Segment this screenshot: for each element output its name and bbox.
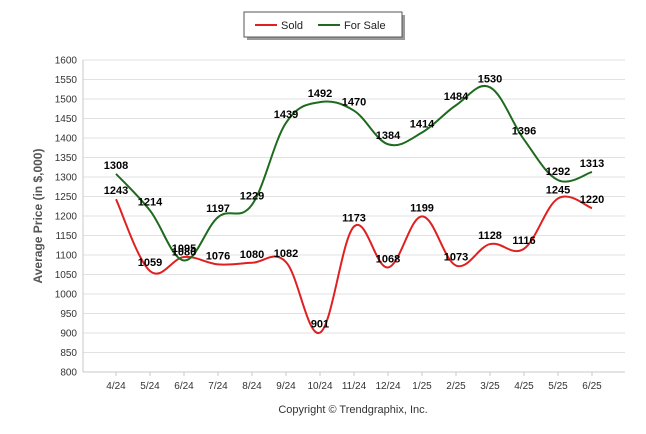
legend-sold-label: Sold [281,20,303,32]
x-tick-label: 4/25 [514,381,534,392]
x-tick-label: 3/25 [480,381,500,392]
y-tick-label: 1350 [55,153,78,164]
y-tick-label: 1550 [55,75,78,86]
data-label-sold: 1080 [240,249,264,261]
x-tick-label: 6/24 [174,381,194,392]
x-tick-label: 5/25 [548,381,568,392]
y-axis-label: Average Price (in $,000) [31,149,45,284]
x-tick-label: 9/24 [276,381,296,392]
data-label-for-sale: 1470 [342,97,366,109]
legend: Sold For Sale [243,11,405,40]
x-tick-label: 2/25 [446,381,466,392]
x-tick-label: 8/24 [242,381,262,392]
data-label-sold: 1082 [274,248,298,260]
y-tick-label: 1000 [55,290,78,301]
y-tick-label: 800 [60,368,77,379]
data-label-sold: 1076 [206,250,230,262]
y-tick-label: 1400 [55,134,78,145]
data-label-for-sale: 1214 [138,197,163,209]
copyright-footer: Copyright © Trendgraphix, Inc. [278,404,427,416]
data-label-for-sale: 1197 [206,203,230,215]
x-tick-label: 6/25 [582,381,602,392]
data-label-for-sale: 1086 [172,246,196,258]
y-tick-label: 1150 [55,231,77,242]
data-label-for-sale: 1492 [308,88,332,100]
data-label-for-sale: 1439 [274,109,298,121]
data-label-sold: 1095 [172,243,196,255]
y-tick-label: 1200 [55,212,78,223]
series [115,84,593,334]
data-label-sold: 1073 [444,252,468,264]
data-label-for-sale: 1229 [240,191,264,203]
data-label-sold: 1059 [138,257,162,269]
y-tick-label: 1250 [55,192,78,203]
data-label-sold: 1116 [512,235,535,247]
x-tick-label: 4/24 [106,381,126,392]
x-tick-label: 1/25 [412,381,432,392]
data-label-sold: 1245 [546,184,570,196]
data-label-sold: 1220 [580,194,604,206]
series-line-for-sale [115,84,593,262]
data-label-sold: 1243 [104,185,128,197]
data-label-for-sale: 1313 [580,158,604,170]
y-tick-label: 1450 [55,114,78,125]
legend-forsale-label: For Sale [344,20,386,32]
y-tick-label: 1300 [55,173,78,184]
y-tick-label: 1600 [55,56,78,67]
data-label-for-sale: 1292 [546,166,570,178]
data-label-sold: 1128 [478,230,502,242]
data-label-sold: 901 [311,319,329,331]
y-tick-label: 900 [60,329,77,340]
series-line-sold [115,195,593,334]
data-label-for-sale: 1530 [478,73,502,85]
y-tick-label: 1500 [55,95,78,106]
data-labels: 1243 1059 1095 1076 1080 1082 901 1173 1068 1199 1… [104,73,604,330]
y-tick-label: 1050 [55,270,78,281]
data-label-for-sale: 1414 [410,119,435,131]
x-tick-label: 11/24 [342,381,367,392]
data-label-sold: 1199 [410,202,434,214]
data-label-for-sale: 1384 [376,130,401,142]
data-label-for-sale: 1396 [512,126,536,138]
axes: 800 850 900 950 1000 1050 1100 1150 1200 1250 1300… [55,56,625,392]
data-label-sold: 1173 [342,213,366,225]
x-tick-label: 12/24 [375,381,400,392]
y-tick-label: 850 [60,348,77,359]
y-tick-label: 950 [60,309,77,320]
x-tick-label: 10/24 [307,381,332,392]
data-label-for-sale: 1484 [444,91,469,103]
data-label-for-sale: 1308 [104,160,128,172]
data-label-sold: 1068 [376,253,400,265]
x-tick-label: 5/24 [140,381,160,392]
x-tick-label: 7/24 [208,381,228,392]
y-tick-label: 1100 [55,251,77,262]
